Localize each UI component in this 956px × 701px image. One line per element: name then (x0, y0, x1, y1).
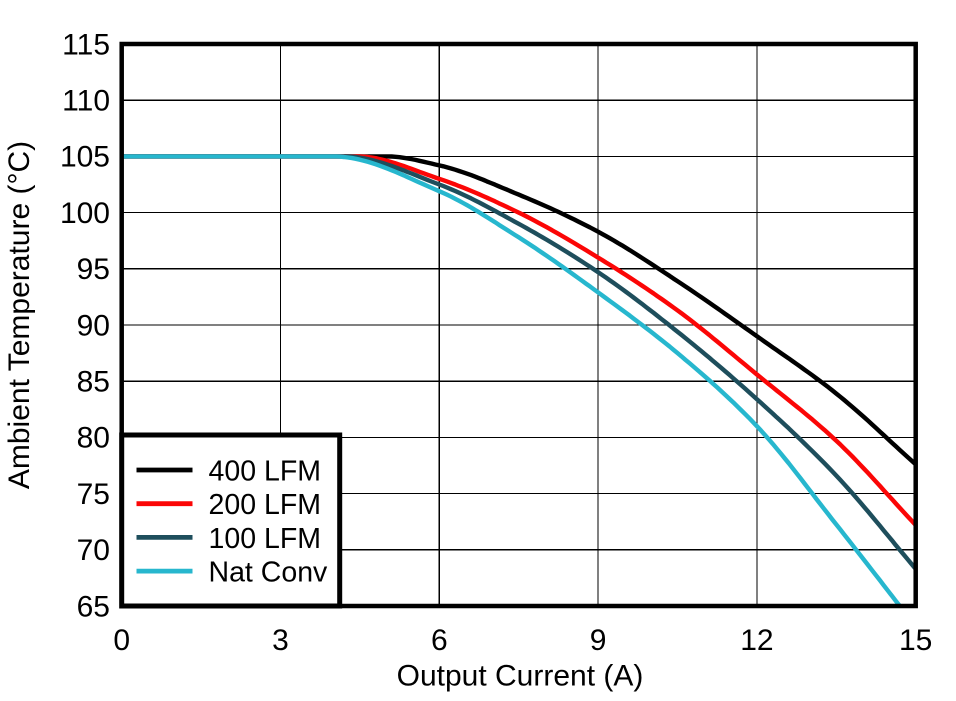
svg-text:100 LFM: 100 LFM (209, 523, 321, 555)
svg-text:Ambient Temperature (°C): Ambient Temperature (°C) (3, 141, 36, 489)
svg-text:400 LFM: 400 LFM (209, 455, 321, 487)
svg-text:15: 15 (899, 624, 932, 657)
svg-text:65: 65 (77, 590, 110, 623)
svg-text:9: 9 (590, 624, 607, 657)
svg-text:90: 90 (77, 309, 110, 342)
svg-text:115: 115 (62, 28, 110, 61)
svg-text:105: 105 (60, 141, 110, 174)
svg-text:200 LFM: 200 LFM (209, 489, 321, 521)
svg-text:70: 70 (77, 534, 110, 567)
svg-text:75: 75 (77, 478, 110, 511)
svg-text:0: 0 (113, 624, 130, 657)
svg-text:100: 100 (60, 197, 110, 230)
svg-text:80: 80 (77, 422, 110, 455)
svg-text:110: 110 (62, 85, 110, 118)
svg-text:3: 3 (272, 624, 289, 657)
svg-text:95: 95 (77, 253, 110, 286)
svg-text:Nat Conv: Nat Conv (209, 557, 329, 589)
svg-text:12: 12 (740, 624, 773, 657)
svg-text:6: 6 (431, 624, 448, 657)
svg-text:Output Current (A): Output Current (A) (397, 659, 644, 692)
svg-text:85: 85 (77, 366, 110, 399)
